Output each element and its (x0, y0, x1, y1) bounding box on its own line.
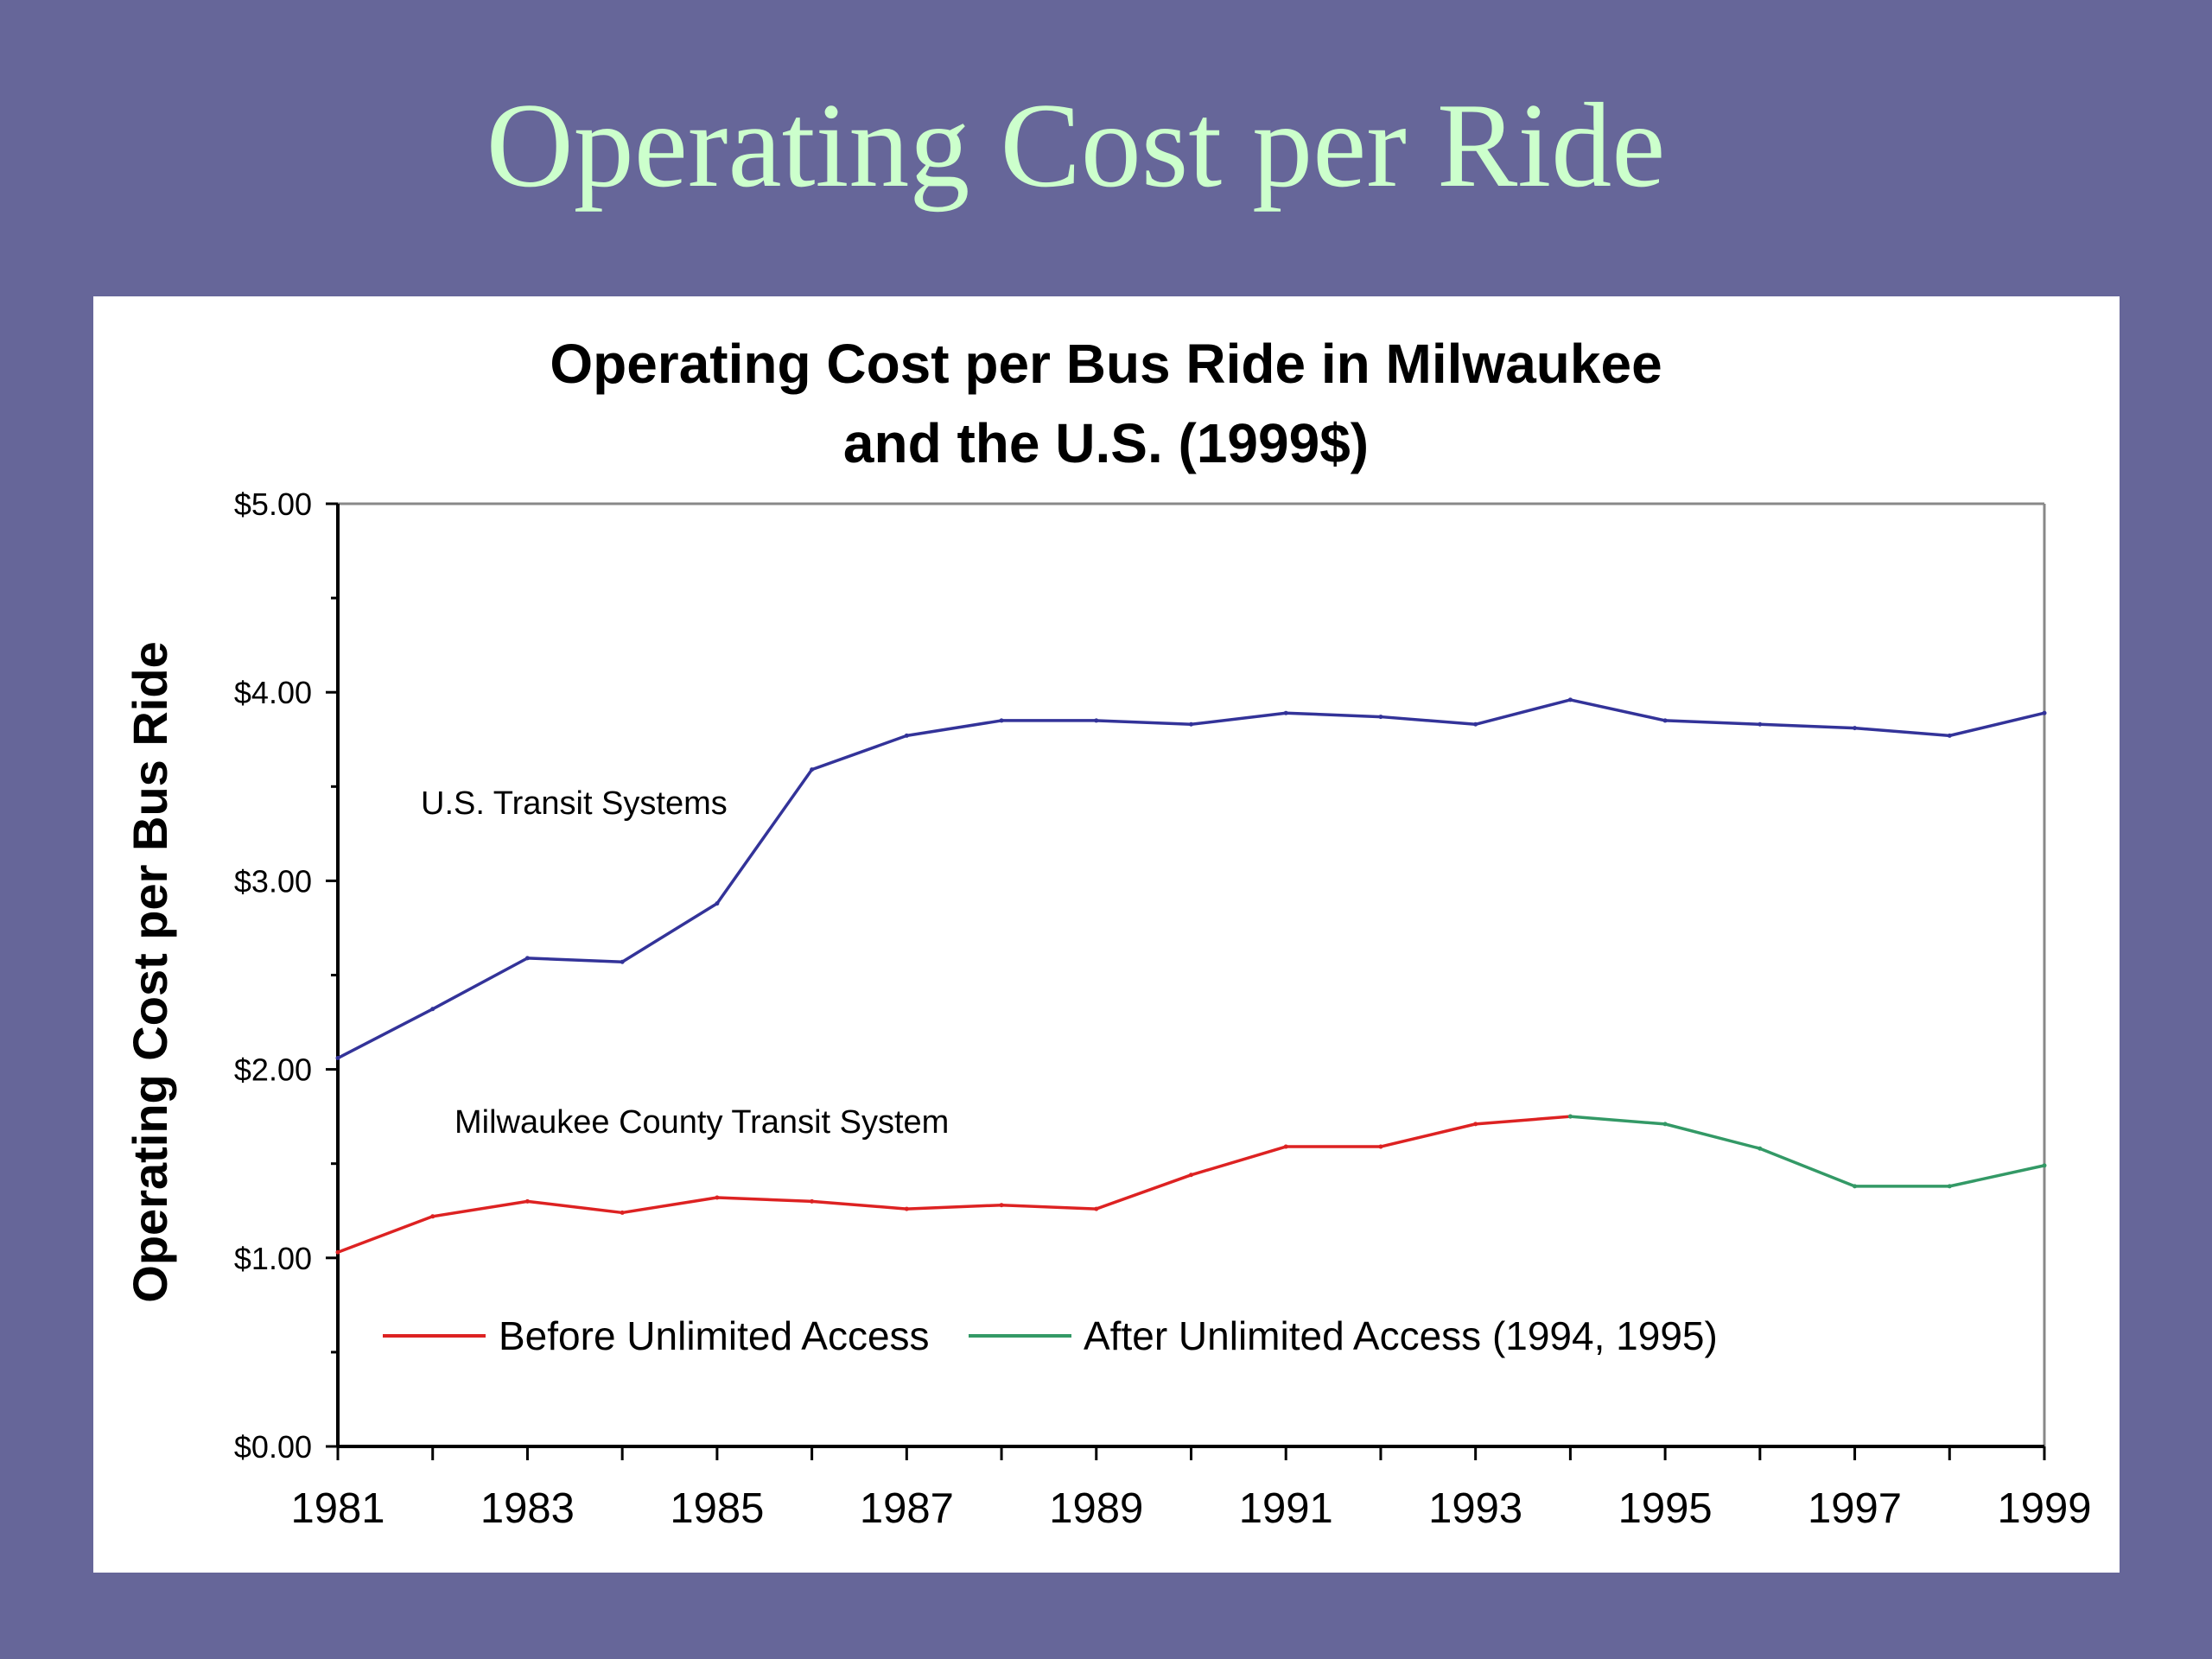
x-tick-label: 1997 (1808, 1485, 1902, 1532)
series-line-0 (336, 698, 2046, 1060)
legend-label-after: After Unlimited Access (1994, 1995) (1084, 1313, 1718, 1358)
series-line-1 (336, 1115, 1573, 1255)
chart-title-line-1: Operating Cost per Bus Ride in Milwaukee (550, 333, 1662, 395)
data-point-series-2 (2042, 1163, 2047, 1168)
y-tick-label: $3.00 (234, 863, 312, 899)
data-point-series-0 (1662, 718, 1668, 723)
data-point-series-2 (1947, 1184, 1952, 1189)
chart-title-line-2: and the U.S. (1999$) (843, 412, 1369, 474)
legend: Before Unlimited Access After Unlimited … (383, 1313, 1718, 1358)
data-point-series-2 (1567, 1114, 1573, 1119)
series-layer (335, 697, 2047, 1255)
data-point-series-1 (1378, 1144, 1383, 1149)
x-tick-label: 1991 (1239, 1485, 1333, 1532)
data-point-series-0 (430, 1007, 435, 1012)
x-axis: 1981 1983 1985 1987 1989 1991 1993 1995 1997 1999 (290, 1446, 2092, 1532)
data-point-series-2 (1853, 1184, 1858, 1189)
data-point-series-0 (620, 959, 625, 964)
chart-svg: Operating Cost per Bus Ride in Milwaukee… (123, 333, 2092, 1532)
data-point-series-0 (1758, 721, 1763, 727)
data-point-series-1 (810, 1198, 815, 1204)
data-point-series-0 (1189, 721, 1193, 727)
y-tick-label: $0.00 (234, 1429, 312, 1465)
y-tick-label: $1.00 (234, 1241, 312, 1276)
data-point-series-2 (1662, 1122, 1668, 1127)
x-tick-label: 1981 (290, 1485, 385, 1532)
y-tick-label: $2.00 (234, 1052, 312, 1088)
data-point-series-1 (1189, 1173, 1193, 1178)
plot-frame (336, 502, 2046, 1448)
annotation-milwaukee-transit: Milwaukee County Transit System (454, 1104, 949, 1141)
data-point-series-0 (1378, 715, 1383, 720)
y-tick-label: $4.00 (234, 675, 312, 710)
x-tick-label: 1993 (1428, 1485, 1522, 1532)
data-point-series-0 (1947, 733, 1952, 738)
x-tick-label: 1999 (1997, 1485, 2091, 1532)
y-axis-label: Operating Cost per Bus Ride (123, 641, 177, 1302)
data-point-series-1 (430, 1214, 435, 1219)
data-point-series-0 (715, 901, 720, 906)
data-point-series-1 (620, 1210, 625, 1215)
x-tick-label: 1995 (1618, 1485, 1713, 1532)
annotation-us-transit: U.S. Transit Systems (421, 785, 728, 822)
x-tick-label: 1985 (670, 1485, 764, 1532)
data-point-series-1 (1283, 1144, 1288, 1149)
data-point-series-1 (999, 1203, 1004, 1208)
x-tick-label: 1983 (480, 1485, 575, 1532)
legend-label-before: Before Unlimited Access (499, 1313, 930, 1358)
data-point-series-1 (335, 1249, 340, 1255)
data-point-series-1 (1473, 1122, 1478, 1127)
data-point-series-2 (1758, 1146, 1763, 1151)
data-point-series-0 (1853, 726, 1858, 731)
data-point-series-0 (524, 956, 530, 961)
data-point-series-0 (2042, 710, 2047, 715)
data-point-series-0 (1094, 718, 1099, 723)
y-axis: $0.00 $1.00 $2.00 $3.00 $4.00 $5.00 (234, 486, 338, 1465)
slide-title: Operating Cost per Ride (486, 79, 1666, 213)
chart-panel: Operating Cost per Bus Ride in Milwaukee… (93, 296, 2120, 1573)
data-point-series-1 (904, 1206, 909, 1211)
data-point-series-0 (335, 1056, 340, 1061)
series-line-2 (1568, 1115, 2046, 1188)
data-point-series-0 (1567, 697, 1573, 702)
x-tick-label: 1989 (1049, 1485, 1143, 1532)
data-point-series-0 (1283, 710, 1288, 715)
data-point-series-0 (904, 733, 909, 738)
data-point-series-0 (1473, 721, 1478, 727)
data-point-series-1 (1094, 1206, 1099, 1211)
y-tick-label: $5.00 (234, 486, 312, 522)
data-point-series-0 (810, 767, 815, 772)
data-point-series-0 (999, 718, 1004, 723)
data-point-series-1 (524, 1198, 530, 1204)
data-point-series-1 (715, 1195, 720, 1200)
x-tick-label: 1987 (860, 1485, 954, 1532)
